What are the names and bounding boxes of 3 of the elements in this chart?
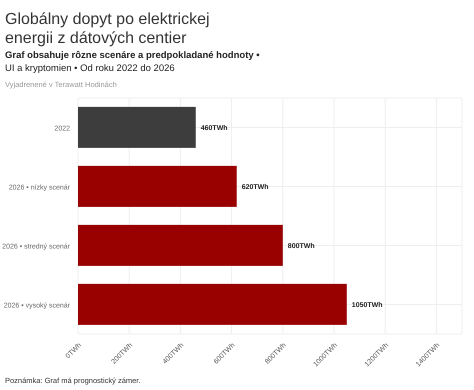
text: UI a kryptomien • Od roku 2022 do 2026 — [5, 63, 175, 74]
chart-subtitle: Graf obsahuje rôzne scenáre a predpokladané hodnoty • — [5, 50, 260, 61]
chart-title: Globálny dopyt po elektrickej energii z dátových centier — [5, 10, 211, 48]
